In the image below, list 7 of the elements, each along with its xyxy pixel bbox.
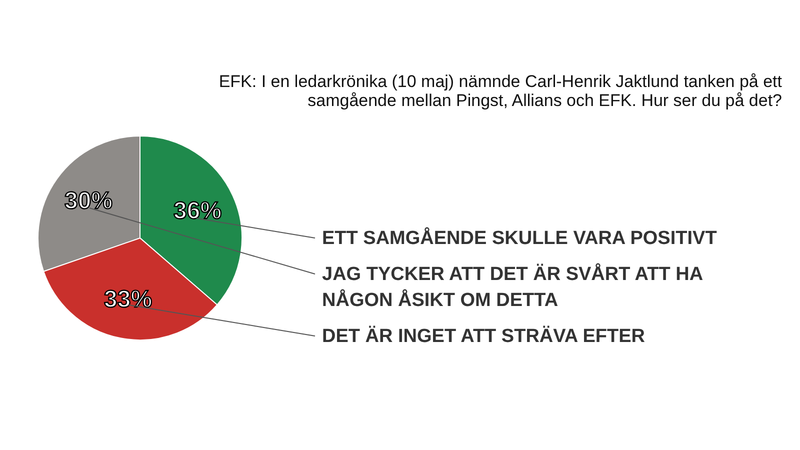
data-label: 33% <box>104 286 152 314</box>
chart-title: EFK: I en ledarkrönika (10 maj) nämnde Carl-Henrik Jaktlund tanken på ett samgående mellan Pingst, Allians och EFK. Hur ser du på det? <box>218 72 782 110</box>
data-label: 30% <box>64 187 113 214</box>
slice-label: DET ÄR INGET ATT STRÄVA EFTER <box>322 325 646 347</box>
data-label: 36% <box>174 198 222 225</box>
slice-label: JAG TYCKER ATT DET ÄR SVÅRT ATT HA NÅGON ÅSIKT OM DETTA <box>322 263 704 311</box>
slice-label: ETT SAMGÅENDE SKULLE VARA POSITIVT <box>322 227 718 249</box>
